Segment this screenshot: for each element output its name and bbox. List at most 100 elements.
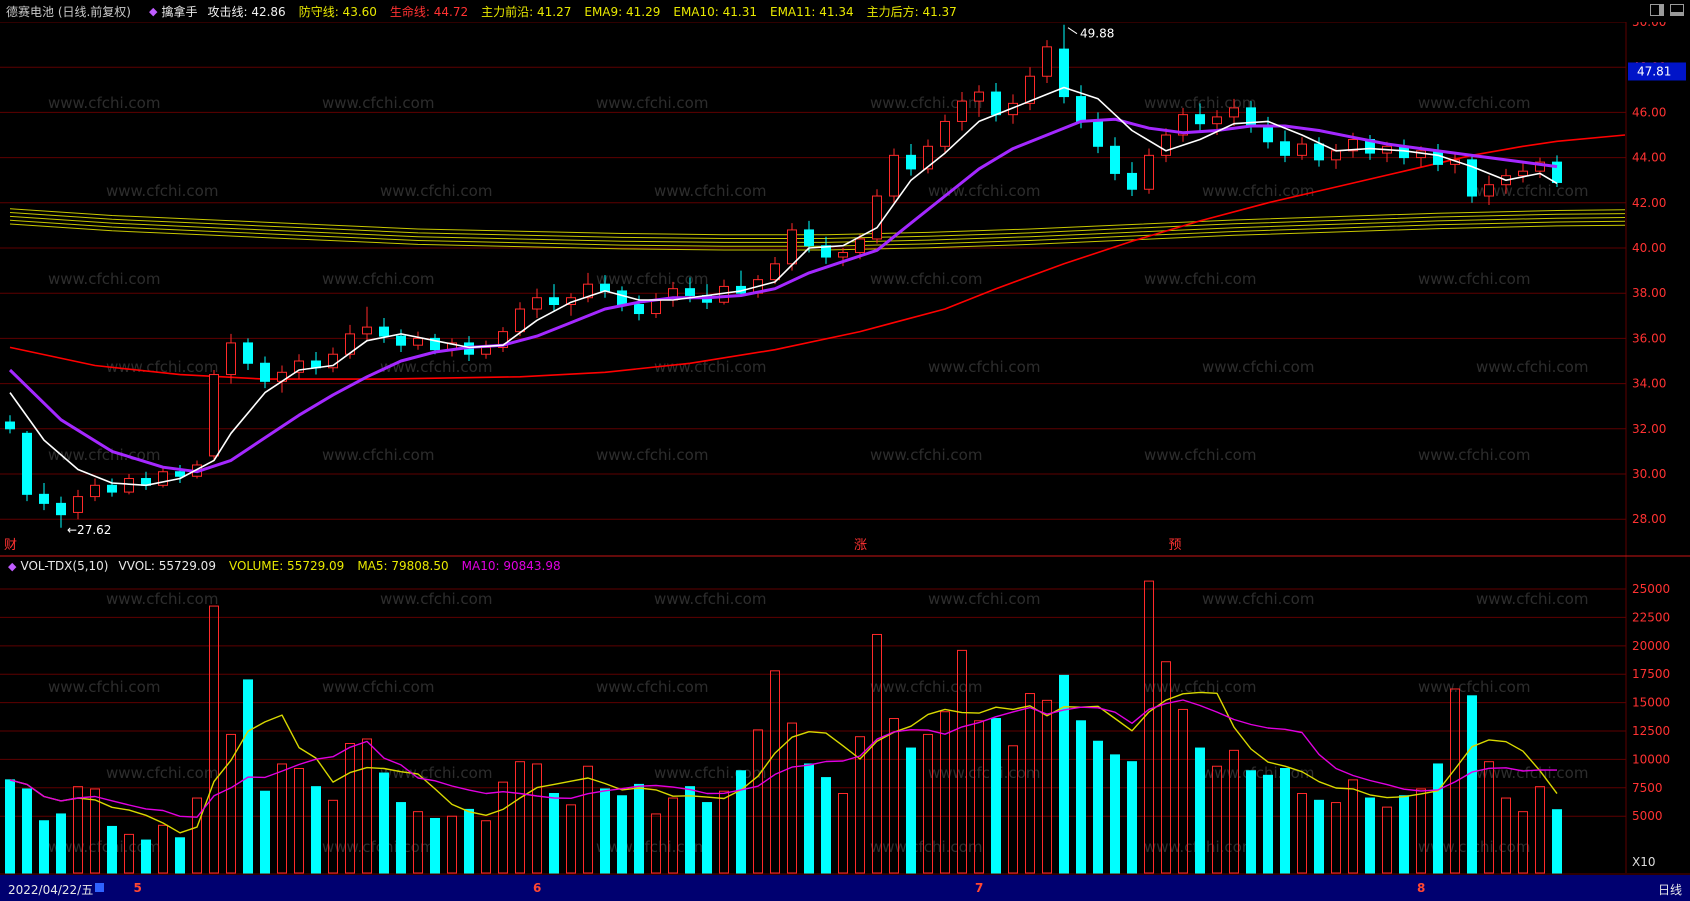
volume-bar[interactable] (1144, 580, 1154, 874)
candle[interactable] (294, 354, 304, 380)
volume-bar[interactable] (787, 722, 797, 874)
volume-bar[interactable] (141, 839, 151, 874)
candle[interactable] (1144, 148, 1154, 194)
volume-bar[interactable] (1399, 795, 1409, 874)
candle[interactable] (396, 329, 406, 352)
candle[interactable] (447, 338, 457, 357)
candle[interactable] (107, 478, 117, 497)
volume-bar[interactable] (855, 736, 865, 874)
volume-bar[interactable] (209, 605, 219, 874)
volume-bar[interactable] (974, 720, 984, 874)
volume-bar[interactable] (345, 743, 355, 874)
volume-bar[interactable] (1127, 761, 1137, 874)
candle[interactable] (90, 478, 100, 502)
candle[interactable] (957, 92, 967, 131)
volume-bar[interactable] (22, 788, 32, 874)
volume-bar[interactable] (1433, 763, 1443, 874)
candle[interactable] (889, 148, 899, 203)
candle[interactable] (1229, 98, 1239, 126)
volume-bar[interactable] (447, 815, 457, 874)
volume-bar[interactable] (90, 788, 100, 874)
volume-bar[interactable] (1535, 786, 1545, 874)
volume-bar[interactable] (1280, 768, 1290, 874)
candle[interactable] (1552, 155, 1562, 187)
candle[interactable] (328, 347, 338, 373)
volume-bar[interactable] (362, 738, 372, 874)
candle[interactable] (549, 284, 559, 312)
candle[interactable] (923, 139, 933, 174)
volume-bar[interactable] (498, 781, 508, 874)
candle[interactable] (1093, 112, 1103, 154)
volume-bar[interactable] (1161, 661, 1171, 874)
candle[interactable] (56, 496, 66, 528)
volume-bar[interactable] (464, 808, 474, 874)
candle[interactable] (362, 306, 372, 341)
volume-bar[interactable] (719, 790, 729, 874)
candle[interactable] (260, 356, 270, 389)
volume-bar[interactable] (107, 825, 117, 874)
volume-bar[interactable] (1518, 811, 1528, 874)
volume-bar[interactable] (600, 788, 610, 874)
volume-bar[interactable] (1314, 799, 1324, 874)
candle[interactable] (5, 415, 15, 434)
candle[interactable] (39, 483, 49, 511)
volume-bar[interactable] (532, 763, 542, 874)
volume-bar[interactable] (277, 763, 287, 874)
volume-bar[interactable] (685, 786, 695, 874)
volume-bar[interactable] (770, 670, 780, 874)
volume-bar[interactable] (1331, 802, 1341, 874)
volume-bar[interactable] (906, 747, 916, 874)
volume-bar[interactable] (1212, 765, 1222, 874)
volume-bar[interactable] (1501, 797, 1511, 874)
volume-bar[interactable] (736, 770, 746, 874)
volume-bar[interactable] (430, 817, 440, 874)
volume-bar[interactable] (396, 802, 406, 874)
volume-bar[interactable] (413, 811, 423, 874)
candle[interactable] (22, 431, 32, 502)
volume-bar[interactable] (124, 833, 134, 874)
candle[interactable] (1110, 137, 1120, 181)
candle[interactable] (872, 189, 882, 244)
volume-bar[interactable] (651, 813, 661, 874)
volume-bar[interactable] (634, 783, 644, 874)
volume-bar[interactable] (158, 824, 168, 874)
volume-bar[interactable] (515, 761, 525, 874)
candle[interactable] (1161, 128, 1171, 163)
candle[interactable] (481, 340, 491, 359)
candle[interactable] (158, 467, 168, 488)
volume-bar[interactable] (702, 802, 712, 874)
volume-indicator-name[interactable]: VOL-TDX(5,10) (20, 559, 109, 573)
candle[interactable] (940, 114, 950, 154)
volume-bar[interactable] (311, 786, 321, 874)
candle[interactable] (1450, 153, 1460, 174)
volume-bar[interactable] (1297, 792, 1307, 874)
volume-bar[interactable] (226, 733, 236, 874)
volume-bar[interactable] (923, 733, 933, 874)
volume-bar[interactable] (991, 718, 1001, 874)
volume-bar[interactable] (1484, 761, 1494, 874)
volume-bar[interactable] (1008, 745, 1018, 874)
candle[interactable] (1484, 175, 1494, 206)
volume-bar[interactable] (872, 633, 882, 874)
candle[interactable] (1467, 155, 1477, 203)
volume-bar[interactable] (940, 711, 950, 874)
candle[interactable] (1059, 24, 1069, 104)
volume-bar[interactable] (1246, 770, 1256, 874)
candle[interactable] (974, 85, 984, 117)
volume-bar[interactable] (1059, 674, 1069, 874)
volume-bar[interactable] (957, 649, 967, 874)
candle[interactable] (209, 370, 219, 461)
scroll-marker-icon[interactable] (95, 883, 104, 892)
volume-bar[interactable] (1467, 695, 1477, 874)
volume-bar[interactable] (39, 820, 49, 874)
volume-bar[interactable] (1025, 693, 1035, 874)
candle[interactable] (1433, 144, 1443, 172)
candle[interactable] (243, 338, 253, 371)
volume-bar[interactable] (192, 797, 202, 874)
volume-bar[interactable] (73, 786, 83, 874)
candle[interactable] (906, 144, 916, 176)
candle[interactable] (1280, 130, 1290, 163)
candle[interactable] (1195, 103, 1205, 131)
candle[interactable] (1331, 144, 1341, 169)
candle[interactable] (1042, 40, 1052, 84)
